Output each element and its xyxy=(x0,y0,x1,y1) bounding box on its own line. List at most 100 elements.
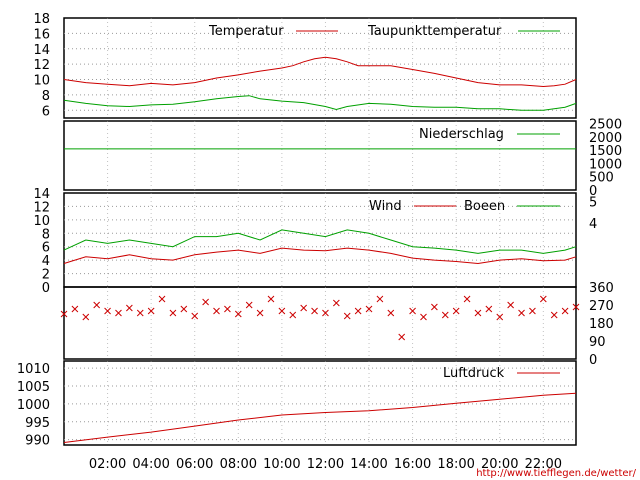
wind-legend-label: Boeen xyxy=(464,199,505,214)
wind-direction-marker xyxy=(550,311,558,319)
wind-left-tick-label: 0 xyxy=(42,281,50,296)
x-axis-hour-label: 22:00 xyxy=(525,457,562,472)
wind-direction-marker xyxy=(365,305,373,313)
pressure-left-tick-label: 995 xyxy=(25,416,50,431)
wind-direction-right-tick-label: 270 xyxy=(589,299,614,314)
wind-direction-marker xyxy=(60,310,68,318)
wind-direction-marker xyxy=(572,303,580,311)
temperature-left-tick-label: 14 xyxy=(33,43,50,58)
temperature-frame xyxy=(63,17,577,119)
wind-direction-marker xyxy=(561,307,569,315)
x-axis-hour-label: 14:00 xyxy=(350,457,387,472)
wind-left-tick-label: 2 xyxy=(42,268,50,283)
wind-direction-marker xyxy=(311,307,318,315)
wind-direction-marker xyxy=(191,312,199,320)
wind-direction-right-tick-label: 360 xyxy=(589,281,614,296)
temperature-left-tick-label: 12 xyxy=(33,58,50,73)
wind-direction-marker xyxy=(278,307,286,315)
pressure-legend-label: Luftdruck xyxy=(443,366,505,381)
wind-direction-marker xyxy=(539,295,547,303)
precipitation-right-tick-label: 0 xyxy=(589,184,597,199)
wind-direction-marker xyxy=(82,313,90,321)
precipitation-right-tick-label: 2500 xyxy=(589,118,622,133)
wind-direction-right-tick-label: 90 xyxy=(589,335,606,350)
wind-direction-marker xyxy=(420,313,427,321)
wind-right-tick-label: 4 xyxy=(589,217,597,232)
wind-left-tick-label: 14 xyxy=(33,187,50,202)
precipitation-frame xyxy=(63,120,577,191)
wind-direction-marker xyxy=(93,301,101,309)
wind-wind-line xyxy=(63,247,577,265)
wind-left-tick-label: 12 xyxy=(33,200,50,215)
precipitation-legend-label: Niederschlag xyxy=(419,127,504,142)
wind-direction-marker xyxy=(354,307,362,315)
wind-direction-marker xyxy=(343,312,351,320)
x-axis-hour-label: 20:00 xyxy=(481,457,518,472)
wind-direction-right-tick-label: 180 xyxy=(589,317,614,332)
x-axis-hour-label: 06:00 xyxy=(176,457,213,472)
wind-direction-marker xyxy=(409,307,416,315)
wind-direction-marker xyxy=(126,304,133,312)
precipitation-right-tick-label: 2000 xyxy=(589,131,622,146)
wind-direction-marker xyxy=(136,309,144,317)
temperature-taupunkttemperatur-line xyxy=(63,95,577,111)
temperature-left-tick-label: 10 xyxy=(33,74,50,89)
wind-direction-marker xyxy=(376,295,384,303)
wind-direction-marker xyxy=(289,311,297,319)
wind-direction-marker xyxy=(256,309,264,317)
pressure-left-tick-label: 1010 xyxy=(17,362,50,377)
wind-direction-marker xyxy=(169,309,177,317)
wind-direction-marker xyxy=(234,310,242,318)
wind-direction-marker xyxy=(507,301,514,309)
wind-left-tick-label: 6 xyxy=(42,241,50,256)
x-axis-hour-label: 08:00 xyxy=(220,457,257,472)
x-axis-hour-label: 04:00 xyxy=(132,457,169,472)
wind-direction-marker xyxy=(180,305,188,313)
wind-direction-marker xyxy=(147,307,155,315)
temperature-left-tick-label: 16 xyxy=(33,27,50,42)
wind-direction-marker xyxy=(518,309,525,317)
wind-direction-marker xyxy=(496,313,504,321)
wind-left-tick-label: 10 xyxy=(33,214,50,229)
wind-right-tick-label: 5 xyxy=(589,195,597,210)
temperature-left-tick-label: 18 xyxy=(33,12,50,27)
temperature-temperatur-line xyxy=(63,56,577,88)
wind-direction-marker xyxy=(158,295,166,303)
precipitation-right-tick-label: 1000 xyxy=(589,157,622,172)
precipitation-right-tick-label: 1500 xyxy=(589,144,622,159)
wind-direction-marker xyxy=(224,305,231,313)
wind-left-tick-label: 8 xyxy=(42,227,50,242)
wind-direction-marker xyxy=(71,305,79,313)
wind-direction-marker xyxy=(398,333,406,341)
x-axis-hour-label: 18:00 xyxy=(437,457,474,472)
wind-direction-marker xyxy=(431,303,438,311)
precipitation-right-tick-label: 500 xyxy=(589,171,614,186)
source-url: http://www.tiefflegen.de/wetter/ xyxy=(476,468,636,479)
wind-legend-label: Wind xyxy=(369,199,402,214)
temperature-left-tick-label: 8 xyxy=(42,89,50,104)
wind-direction-marker xyxy=(463,295,471,303)
pressure-left-tick-label: 1005 xyxy=(17,380,50,395)
wind-direction-marker xyxy=(387,309,395,317)
wind-direction-marker xyxy=(213,307,220,315)
wind-direction-marker xyxy=(485,305,493,313)
wind-direction-marker xyxy=(115,309,122,317)
wind-direction-marker xyxy=(529,307,536,315)
wind-direction-marker xyxy=(202,298,209,306)
wind-direction-marker xyxy=(441,311,449,319)
wind-direction-marker xyxy=(322,309,329,317)
wind-direction-marker xyxy=(474,309,482,317)
wind-direction-marker xyxy=(104,307,111,315)
x-axis-hour-label: 10:00 xyxy=(263,457,300,472)
pressure-luftdruck-line xyxy=(63,392,577,443)
wind-left-tick-label: 4 xyxy=(42,254,50,269)
wind-direction-marker xyxy=(267,295,275,303)
temperature-legend-label: Taupunkttemperatur xyxy=(367,24,502,39)
pressure-left-tick-label: 1000 xyxy=(17,398,50,413)
temperature-left-tick-label: 6 xyxy=(42,104,50,119)
wind-direction-right-tick-label: 0 xyxy=(589,353,597,368)
temperature-legend-label: Temperatur xyxy=(208,24,284,39)
wind-direction-marker xyxy=(332,299,340,307)
